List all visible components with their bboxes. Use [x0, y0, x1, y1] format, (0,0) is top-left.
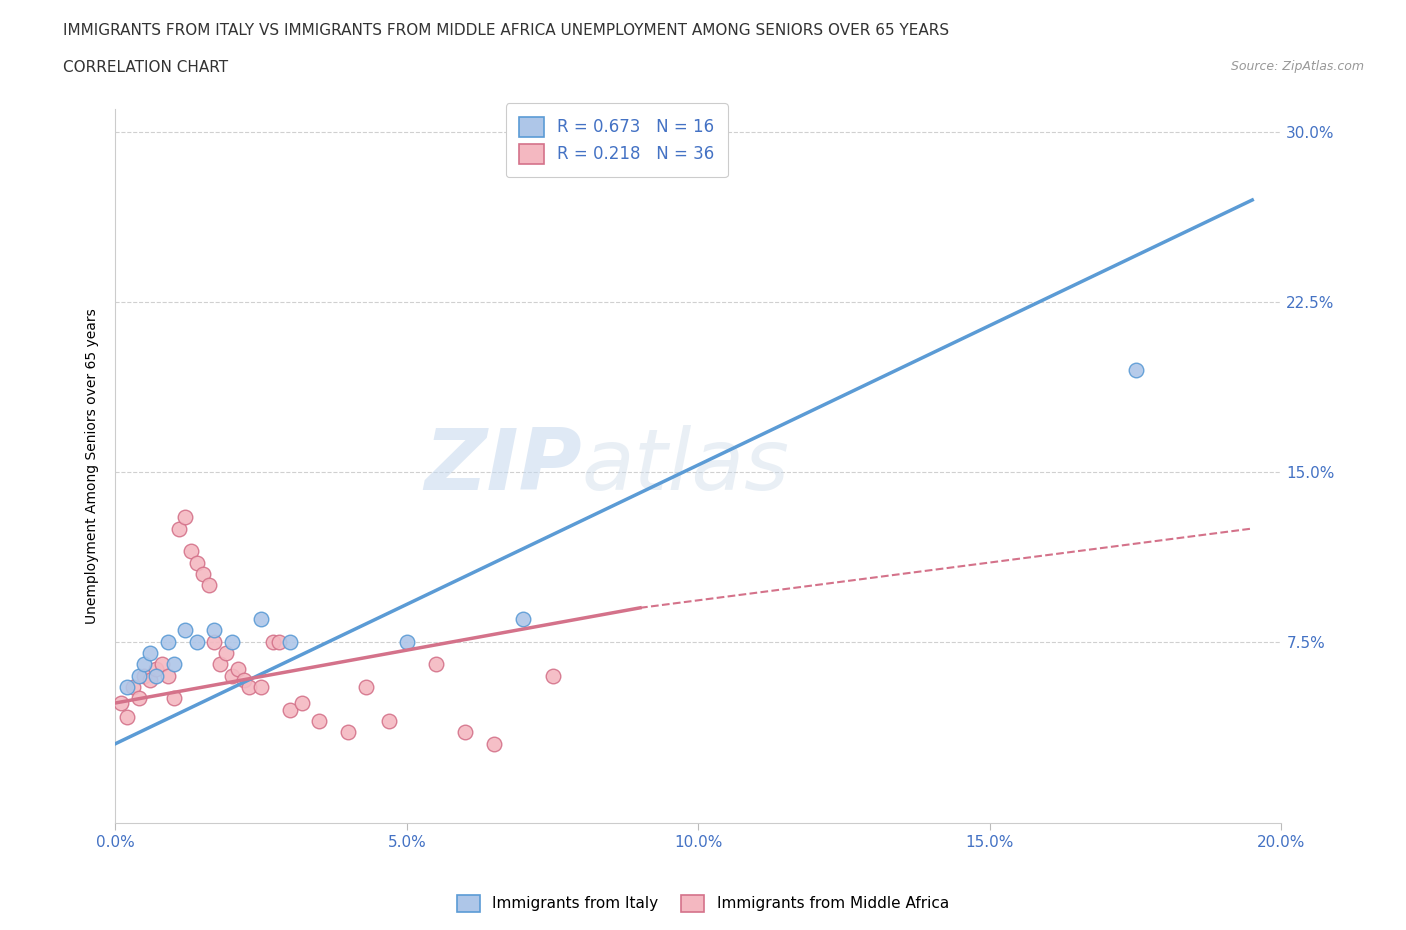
Point: [267, 634, 290, 649]
Point: [174, 510, 197, 525]
Point: [209, 657, 232, 671]
Point: [134, 657, 156, 671]
Point: [1125, 363, 1147, 378]
Point: [512, 612, 534, 627]
Point: [354, 680, 377, 695]
Point: [186, 634, 208, 649]
Point: [232, 673, 254, 688]
Point: [202, 623, 225, 638]
Point: [145, 669, 167, 684]
Text: IMMIGRANTS FROM ITALY VS IMMIGRANTS FROM MIDDLE AFRICA UNEMPLOYMENT AMONG SENIOR: IMMIGRANTS FROM ITALY VS IMMIGRANTS FROM…: [63, 23, 949, 38]
Point: [191, 566, 214, 581]
Text: CORRELATION CHART: CORRELATION CHART: [63, 60, 228, 75]
Text: ZIP: ZIP: [425, 425, 582, 508]
Point: [139, 673, 162, 688]
Point: [197, 578, 219, 592]
Point: [250, 612, 273, 627]
Point: [115, 680, 138, 695]
Legend: R = 0.673   N = 16, R = 0.218   N = 36: R = 0.673 N = 16, R = 0.218 N = 36: [506, 103, 728, 178]
Point: [139, 645, 162, 660]
Point: [174, 623, 197, 638]
Point: [156, 634, 179, 649]
Point: [378, 713, 401, 728]
Point: [278, 634, 301, 649]
Point: [484, 737, 506, 751]
Point: [250, 680, 273, 695]
Point: [110, 696, 132, 711]
Point: [425, 657, 447, 671]
Point: [238, 680, 260, 695]
Point: [454, 725, 477, 740]
Y-axis label: Unemployment Among Seniors over 65 years: Unemployment Among Seniors over 65 years: [86, 309, 100, 624]
Point: [291, 696, 314, 711]
Point: [162, 657, 184, 671]
Point: [262, 634, 284, 649]
Point: [202, 634, 225, 649]
Point: [134, 669, 156, 684]
Point: [121, 680, 143, 695]
Text: atlas: atlas: [582, 425, 790, 508]
Point: [278, 702, 301, 717]
Point: [180, 544, 202, 559]
Point: [186, 555, 208, 570]
Point: [337, 725, 360, 740]
Point: [169, 521, 191, 536]
Point: [308, 713, 330, 728]
Point: [221, 634, 243, 649]
Text: Source: ZipAtlas.com: Source: ZipAtlas.com: [1230, 60, 1364, 73]
Point: [145, 661, 167, 676]
Point: [541, 669, 564, 684]
Point: [150, 657, 173, 671]
Point: [115, 710, 138, 724]
Point: [128, 669, 150, 684]
Point: [215, 645, 238, 660]
Point: [162, 691, 184, 706]
Legend: Immigrants from Italy, Immigrants from Middle Africa: Immigrants from Italy, Immigrants from M…: [451, 889, 955, 918]
Point: [221, 669, 243, 684]
Point: [226, 661, 249, 676]
Point: [395, 634, 418, 649]
Point: [128, 691, 150, 706]
Point: [156, 669, 179, 684]
